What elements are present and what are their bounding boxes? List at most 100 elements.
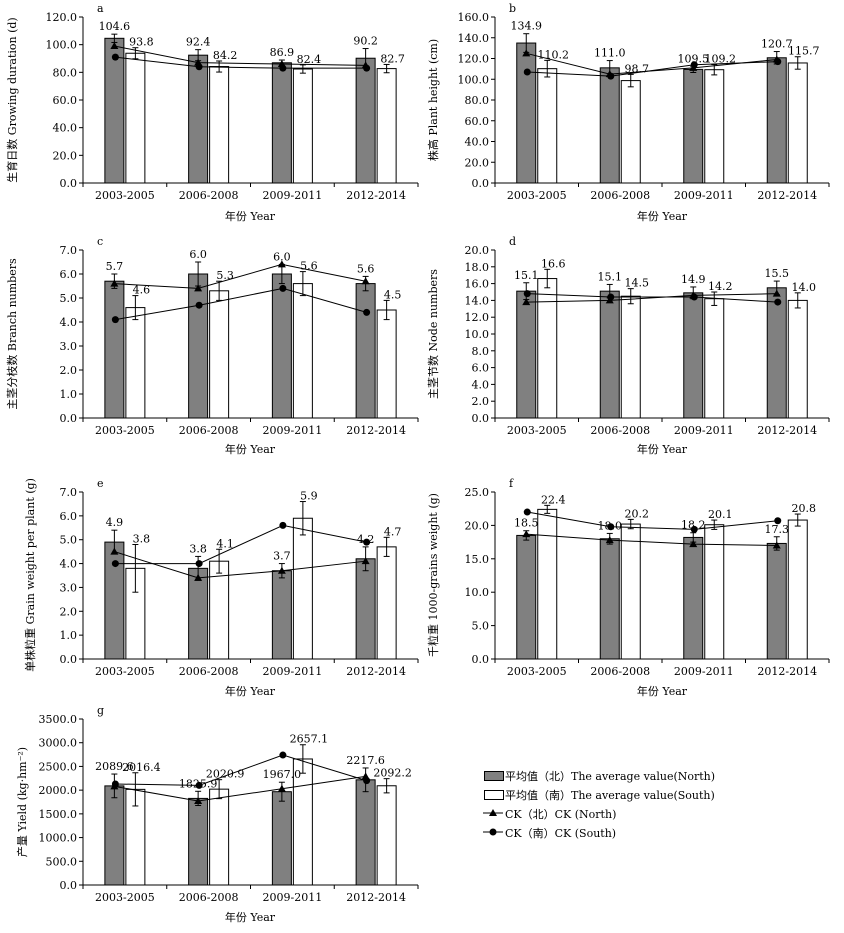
x-tick-label: 2003-2005 [95,665,155,678]
panel-b: b 0.0 20.0 40.0 60.0 80.0 100.0 120.0 140.0 160.0… [426,2,830,223]
y-tick-label: 500.0 [46,855,78,868]
bar-south-avg [209,290,230,419]
y-tick-label: 80.0 [465,94,490,107]
point-ck-south [690,61,698,69]
point-ck-south [195,781,203,789]
x-axis-title: 年份 Year [225,209,276,223]
y-tick-label: 40.0 [465,136,490,149]
x-axis-title: 年份 Year [225,684,276,698]
y-tick-label: 6.0 [60,510,78,523]
data-label-north-avg: 5.6 [357,262,375,275]
data-label-north-avg: 6.0 [273,250,291,263]
point-ck-south [279,751,287,759]
x-tick-label: 2006-2008 [590,189,650,202]
bar-north-avg [271,791,292,886]
data-label-south-avg: 84.2 [213,49,238,62]
y-tick-label: 3.0 [60,581,78,594]
bar-north-avg [188,273,209,419]
legend-label-north-avg: 平均值（北）The average value(North) [505,770,716,783]
bar-north-avg [271,273,292,419]
legend-swatch-north-avg [483,770,504,781]
bar-north-avg [766,287,787,419]
data-label-south-avg: 5.3 [216,269,234,282]
point-ck-north [194,797,203,805]
point-ck-south [607,72,615,80]
x-tick-label: 2012-2014 [346,891,406,904]
y-tick-label: 2500.0 [39,760,78,773]
y-tick-label: 3.0 [60,340,78,353]
panel-e: e 0.0 1.0 2.0 3.0 4.0 5.0 6.0 7.0 2003-2005 2006-2… [23,477,419,698]
bar-north-avg [355,779,376,886]
data-label-north-avg: 90.2 [353,35,378,48]
y-tick-label: 100.0 [46,39,78,52]
y-tick-label: 140.0 [458,32,490,45]
bar-south-avg [620,295,641,419]
y-tick-label: 60.0 [53,94,78,107]
point-ck-south [111,780,119,788]
data-label-north-avg: 104.6 [99,20,131,33]
y-tick-label: 7.0 [60,244,78,257]
point-ck-north [361,277,370,285]
y-tick-label: 20.0 [53,149,78,162]
y-axis-title: 产量 Yield (kg·hm⁻²) [15,747,29,857]
data-label-south-avg: 20.8 [792,502,817,515]
bar-south-avg [787,62,808,184]
legend-label-south-avg: 平均值（南）The average value(South) [505,789,715,802]
point-ck-north [772,289,781,297]
y-tick-label: 4.0 [472,378,490,391]
point-ck-north [522,49,531,57]
y-tick-label: 0.0 [60,412,78,425]
bar-north-avg [683,536,704,660]
data-label-south-avg: 4.7 [384,525,402,538]
data-label-north-avg: 17.3 [765,523,790,536]
data-label-south-avg: 22.4 [541,493,566,506]
x-tick-label: 2012-2014 [757,665,817,678]
data-label-north-avg: 111.0 [594,47,626,60]
x-tick-label: 2009-2011 [263,424,323,437]
data-label-south-avg: 14.0 [792,281,817,294]
line-ck-south [115,56,367,69]
y-tick-label: 2.0 [60,364,78,377]
point-ck-south [111,316,119,324]
x-tick-label: 2006-2008 [179,189,239,202]
data-label-north-avg: 5.7 [106,260,124,273]
data-label-south-avg: 2657.1 [290,733,329,746]
point-ck-north [361,557,370,565]
bar-south-avg [537,508,558,660]
bar-south-avg [209,66,230,184]
data-label-north-avg: 92.4 [186,36,211,49]
bar-south-avg [125,52,146,184]
point-ck-north [772,541,781,549]
bar-north-avg [355,558,376,660]
bar-south-avg [292,283,313,419]
bar-north-avg [188,567,209,660]
data-label-south-avg: 82.4 [297,53,322,66]
data-label-north-avg: 86.9 [270,46,295,59]
y-tick-label: 12.0 [465,311,490,324]
point-ck-north [689,540,698,548]
x-axis-title: 年份 Year [225,442,276,456]
line-ck-north [114,551,366,579]
line-ck-south [115,287,367,321]
legend-item-ck-north: CK（北）CK (North) [483,806,833,825]
x-tick-label: 2006-2008 [179,891,239,904]
y-tick-label: 80.0 [53,66,78,79]
x-tick-label: 2006-2008 [179,424,239,437]
panel-letter: b [509,2,516,15]
legend-item-south-avg: 平均值（南）The average value(South) [483,787,833,806]
x-axis-title: 年份 Year [637,209,688,223]
y-tick-label: 16.0 [465,278,490,291]
point-ck-north [277,260,286,268]
point-ck-south [111,53,119,61]
point-ck-north [605,536,614,544]
y-axis-title: 株高 Plant height (cm) [426,39,440,161]
bar-south-avg [787,299,808,419]
legend-label-ck-north: CK（北）CK (North) [505,808,617,821]
point-ck-south [279,64,287,72]
y-tick-label: 5.0 [472,620,490,633]
y-tick-label: 100.0 [458,73,490,86]
line-ck-south [115,754,367,786]
data-label-south-avg: 4.5 [384,288,402,301]
bar-south-avg [376,309,397,419]
bar-south-avg [292,517,313,660]
